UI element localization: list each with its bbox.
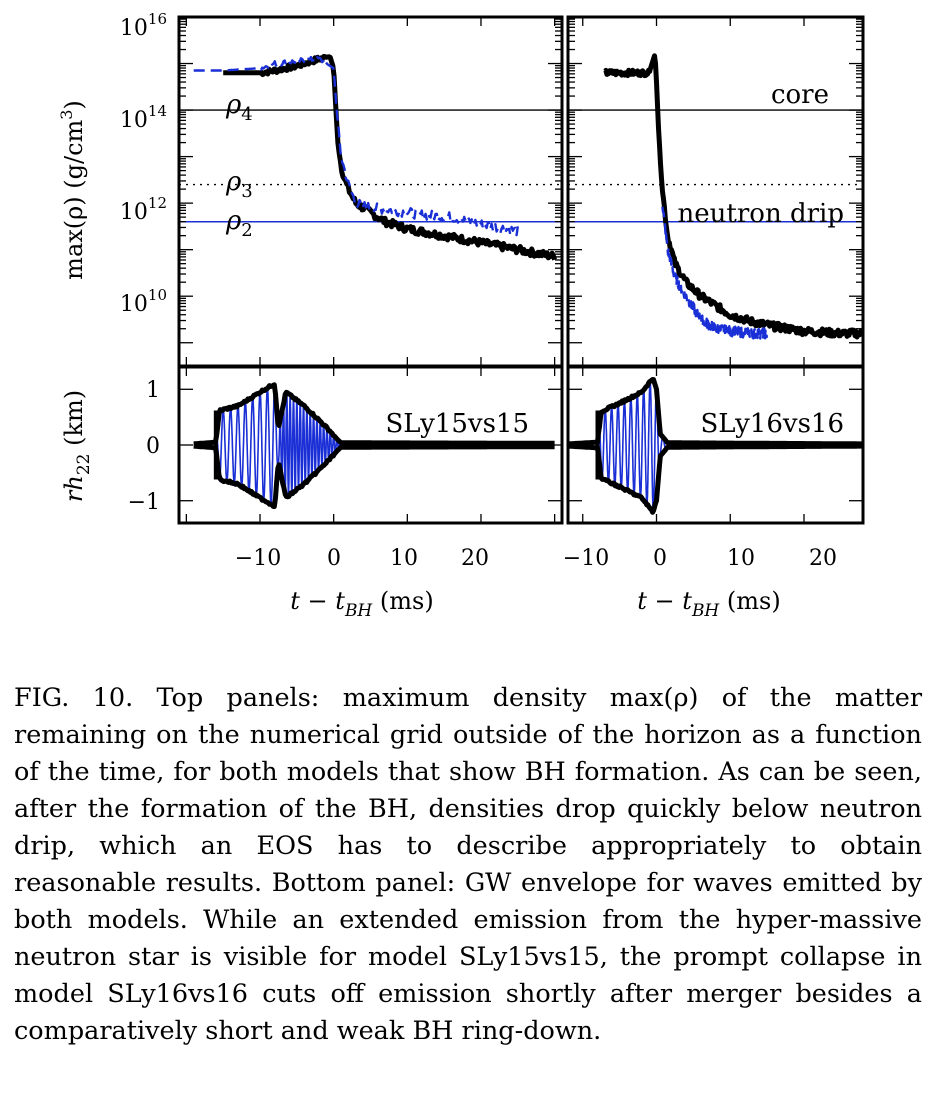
ylabel-top: max(ρ) (g/cm3) bbox=[57, 100, 88, 280]
xtick-label-right-20: 20 bbox=[809, 546, 837, 571]
figure: 1016 1014 1012 1010 1 0 −1 −10 0 10 20 −… bbox=[57, 10, 865, 621]
ytick-label-1e12: 1012 bbox=[120, 194, 167, 225]
figure-caption: FIG. 10. Top panels: maximum density max… bbox=[14, 680, 922, 1050]
rho2-label: ρ2 bbox=[225, 206, 253, 241]
density-series-right-solid bbox=[603, 53, 863, 340]
panel-top-left-plot bbox=[179, 53, 562, 261]
panel-bottom-left-plot bbox=[192, 382, 556, 510]
gw-envelope-lower-right bbox=[568, 443, 863, 515]
gw-envelope-lower-left bbox=[192, 443, 556, 510]
rho3-label: ρ3 bbox=[225, 167, 253, 202]
xlabel-right: t − tBH (ms) bbox=[637, 587, 780, 621]
ytick-label-1e16: 1016 bbox=[120, 10, 167, 41]
model-label-sly16vs16: SLy16vs16 bbox=[700, 409, 844, 439]
panel-bottom-right-plot bbox=[568, 377, 863, 515]
xtick-label-left-20: 20 bbox=[461, 546, 489, 571]
panel-bottom-right-frame bbox=[566, 365, 865, 525]
density-series-right-dashed bbox=[661, 206, 769, 340]
xlabel-left: t − tBH (ms) bbox=[290, 587, 433, 621]
xtick-label-left-10: 10 bbox=[390, 546, 418, 571]
gw-envelope-upper-left bbox=[192, 382, 556, 447]
panel-top-right-plot bbox=[568, 53, 863, 340]
figure-svg: 1016 1014 1012 1010 1 0 −1 −10 0 10 20 −… bbox=[57, 10, 865, 621]
neutron-drip-label: neutron drip bbox=[678, 199, 844, 229]
caption-label: FIG. 10. bbox=[14, 683, 134, 713]
xtick-label-right-0: 0 bbox=[653, 546, 667, 571]
xtick-label-right-10: 10 bbox=[727, 546, 755, 571]
ytick-label-1e14: 1014 bbox=[120, 102, 167, 133]
density-series-left-dashed bbox=[193, 55, 519, 237]
xtick-label-left-0: 0 bbox=[327, 546, 341, 571]
xtick-label-left-minus10: −10 bbox=[235, 546, 281, 571]
caption-text: Top panels: maximum density max(ρ) of th… bbox=[14, 683, 923, 1046]
panel-bottom-left-frame bbox=[177, 365, 564, 525]
ylabel-bottom: rh22 (km) bbox=[60, 390, 94, 502]
ytick-label-1: 1 bbox=[146, 378, 160, 403]
ytick-label-minus1: −1 bbox=[128, 490, 160, 515]
core-label: core bbox=[771, 80, 829, 110]
gw-envelope-upper-right bbox=[568, 377, 863, 447]
model-label-sly15vs15: SLy15vs15 bbox=[385, 409, 529, 439]
rho4-label: ρ4 bbox=[225, 90, 253, 125]
ytick-label-1e10: 1010 bbox=[120, 286, 167, 317]
xtick-label-right-minus10: −10 bbox=[563, 546, 609, 571]
ytick-label-0: 0 bbox=[146, 434, 160, 459]
density-series-left-solid bbox=[222, 53, 557, 261]
